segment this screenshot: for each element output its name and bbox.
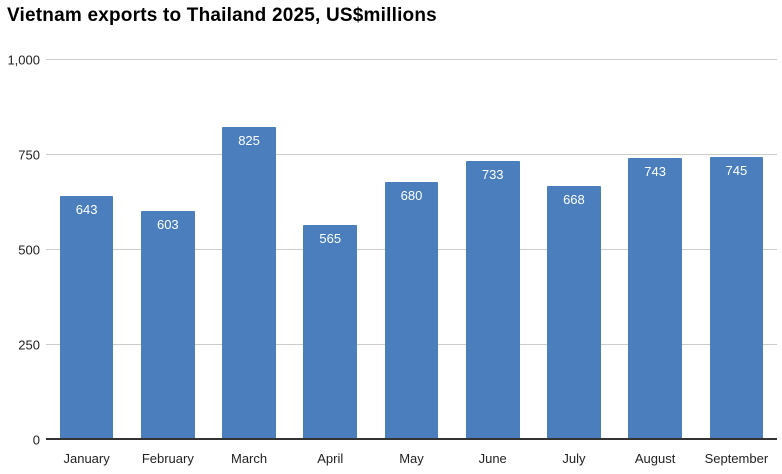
bar-cell: 668 [533,60,614,440]
x-tick-label: January [63,451,110,466]
bar-august: 743 [628,157,682,440]
y-tick-label: 750 [18,147,40,163]
x-axis-labels: January February March April May June July Augu… [46,451,777,466]
x-tick-label: February [141,451,194,466]
bar-value-label: 743 [644,163,666,179]
plot-area: 643 603 825 565 680 733 668 743 745 [46,59,777,440]
x-tick-label: May [399,451,424,466]
grid-line [46,154,777,155]
bar-value-label: 733 [481,167,504,183]
bar-cell: 743 [615,60,696,440]
bar-value-label: 680 [400,187,423,203]
bar-june: 733 [465,161,520,440]
y-tick-label: 250 [18,337,40,353]
x-tick-label: July [562,451,586,466]
x-tick-label: August [634,451,676,466]
bar-march: 825 [222,126,276,440]
bar-cell: 603 [127,60,208,440]
x-tick-label: June [478,451,507,466]
bar-value-label: 565 [319,231,342,247]
bar-may: 680 [384,181,439,440]
bar-cell: 643 [46,60,127,440]
bar-cell: 565 [290,60,371,440]
bar-value-label: 745 [725,162,748,178]
bar-january: 643 [59,195,114,440]
bar-cell: 680 [371,60,452,440]
bar-april: 565 [303,225,358,440]
x-tick-label: September [704,451,769,466]
grid-line [46,59,777,60]
bars-row: 643 603 825 565 680 733 668 743 745 [46,60,777,440]
bar-cell: 733 [452,60,533,440]
y-tick-label: 500 [18,242,40,258]
x-tick-label: April [317,451,344,466]
chart-title: Vietnam exports to Thailand 2025, US$mil… [7,5,437,26]
bar-cell: 745 [696,60,777,440]
y-axis: 0 250 500 750 1,000 [0,54,40,447]
bar-value-label: 668 [563,192,585,208]
bar-value-label: 825 [238,132,260,148]
y-tick-label: 1,000 [7,52,40,68]
bar-value-label: 643 [75,201,98,217]
bar-value-label: 603 [156,216,179,232]
bar-february: 603 [141,210,195,440]
bar-cell: 825 [208,60,289,440]
bar-september: 745 [709,156,764,440]
y-tick-label: 0 [32,432,40,448]
x-tick-label: March [230,451,268,466]
bar-july: 668 [547,186,601,440]
x-axis-line [46,438,777,440]
